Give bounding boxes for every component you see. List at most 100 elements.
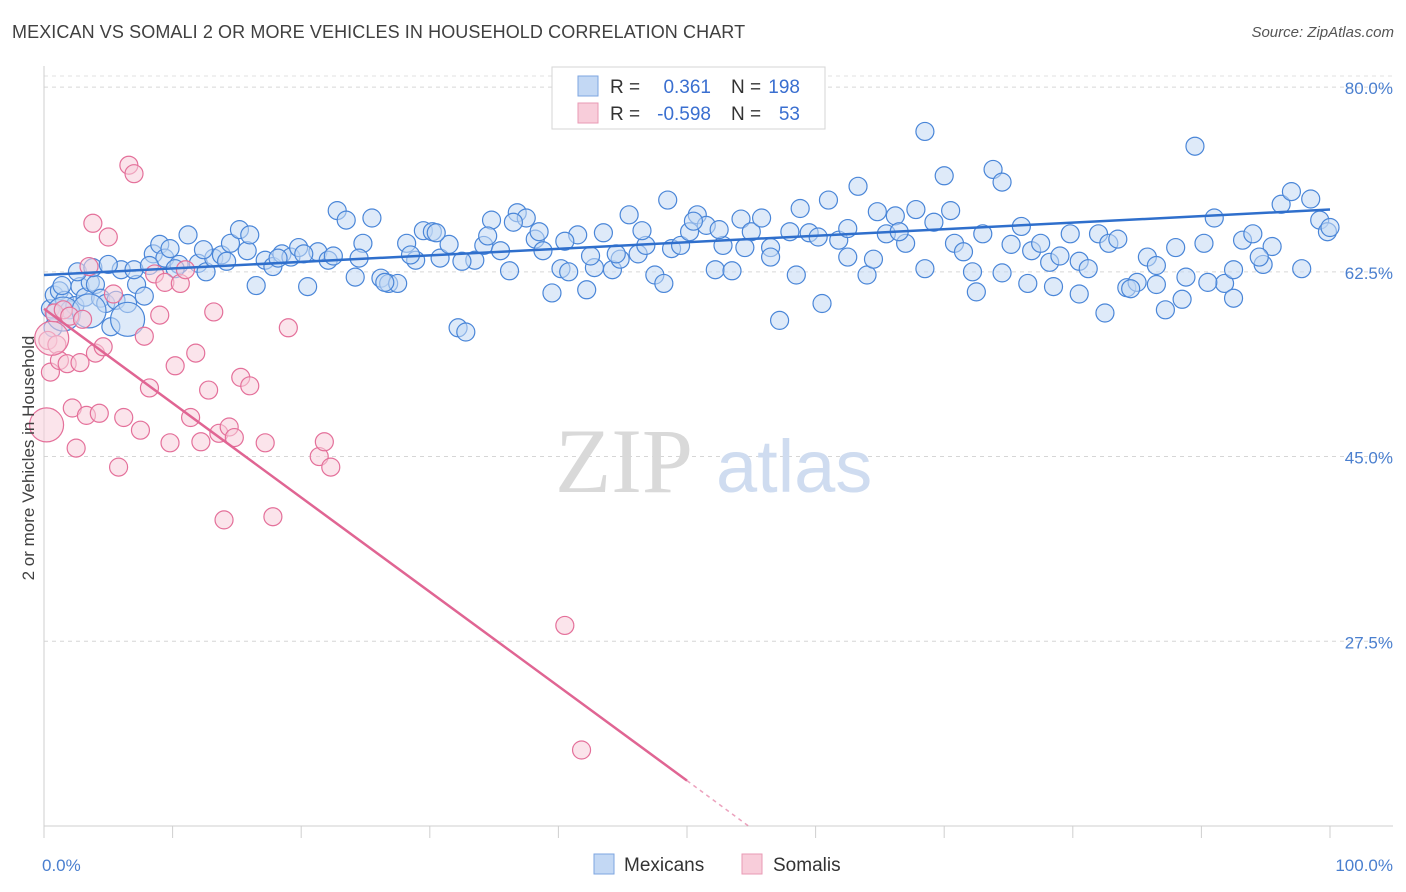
mexican-point — [751, 208, 772, 228]
mexican-point — [1078, 259, 1098, 279]
somali-point — [191, 432, 211, 452]
mexican-point — [760, 247, 781, 267]
mexican-point — [722, 261, 742, 281]
mexican-point — [654, 273, 674, 294]
somali-point — [114, 407, 134, 428]
mexican-point — [98, 254, 118, 275]
mexican-point — [1223, 288, 1244, 308]
x-tick-label: 0.0% — [42, 856, 81, 875]
mexican-point — [658, 190, 678, 210]
mexican-point — [1050, 246, 1070, 266]
legend-n-value: 198 — [768, 77, 800, 98]
mexican-point — [709, 220, 729, 240]
mexican-point — [217, 251, 237, 271]
mexican-point — [1281, 182, 1302, 202]
mexican-point — [426, 223, 446, 243]
mexican-point — [812, 293, 832, 314]
somali-point — [314, 432, 334, 452]
mexican-point — [1095, 303, 1115, 323]
somalis-trend-line — [43, 307, 688, 782]
somali-point — [255, 433, 275, 453]
correlation-legend: R = 0.361 N = 198 R = -0.598 N = 53 — [551, 66, 826, 130]
mexican-point — [1320, 217, 1340, 238]
mexican-point — [924, 212, 944, 232]
grid-lines — [44, 75, 1393, 642]
mexican-point — [323, 246, 343, 266]
bottom-legend-somalis: Somalis — [773, 855, 841, 876]
mexican-point — [848, 176, 868, 196]
bottom-legend-swatch-mexicans — [593, 853, 615, 875]
legend-r-label: R = — [610, 104, 640, 125]
somali-point — [70, 353, 90, 373]
mexican-point — [941, 201, 961, 221]
mexicans-points — [40, 121, 1340, 342]
mexican-point — [580, 246, 601, 266]
mexican-point — [503, 212, 523, 232]
mexican-point — [1172, 289, 1192, 309]
mexican-point — [1176, 267, 1196, 287]
mexican-point — [962, 262, 983, 282]
somali-point — [571, 740, 592, 760]
somali-point — [124, 164, 144, 184]
somali-point — [321, 457, 341, 477]
mexican-point — [885, 206, 905, 226]
somali-point — [263, 507, 283, 527]
mexican-point — [705, 260, 725, 280]
somali-point — [89, 403, 109, 423]
y-axis-label: 2 or more Vehicles in Household — [19, 336, 38, 581]
mexican-point — [499, 261, 520, 281]
legend-swatch-somalis — [577, 102, 599, 124]
mexican-point — [220, 233, 241, 253]
mexican-point — [915, 121, 935, 142]
mexican-point — [529, 222, 549, 242]
mexican-point — [1243, 224, 1263, 244]
mexican-point — [1060, 224, 1080, 244]
mexican-point — [1069, 284, 1089, 304]
mexican-point — [619, 205, 639, 225]
mexican-point — [1204, 208, 1224, 228]
x-tick-label: 100.0% — [1335, 856, 1393, 875]
mexican-point — [577, 280, 597, 300]
somali-point — [240, 376, 260, 396]
mexican-point — [362, 208, 382, 228]
mexican-point — [375, 272, 395, 292]
mexican-point — [1146, 274, 1166, 295]
somali-point — [278, 318, 298, 338]
somali-point — [199, 380, 219, 400]
mexican-point — [555, 231, 575, 251]
mexican-point — [452, 251, 472, 271]
somali-point — [130, 420, 151, 440]
mexican-point — [345, 267, 365, 287]
mexican-point — [670, 235, 691, 256]
mexican-point — [818, 190, 839, 210]
somali-point — [28, 407, 65, 443]
mexican-point — [863, 249, 884, 269]
mexican-point — [1031, 233, 1051, 253]
mexican-point — [632, 221, 652, 241]
mexican-point — [973, 224, 993, 244]
mexican-point — [559, 262, 579, 282]
somali-point — [134, 326, 154, 346]
mexican-point — [1262, 236, 1282, 257]
mexican-point — [294, 244, 314, 264]
mexican-point — [1121, 279, 1141, 299]
somali-point — [150, 305, 170, 325]
somali-point — [160, 433, 180, 453]
somali-point — [175, 260, 196, 280]
mexican-point — [456, 322, 476, 342]
mexican-point — [193, 240, 214, 260]
axes — [43, 66, 1393, 838]
watermark-zip: ZIP — [555, 410, 693, 512]
bottom-legend-swatch-somalis — [741, 853, 763, 875]
mexican-point — [1001, 234, 1021, 254]
legend-swatch-mexicans — [577, 75, 599, 97]
mexican-point — [953, 242, 974, 262]
somali-point — [79, 256, 99, 277]
mexican-point — [1223, 260, 1244, 280]
legend-n-label: N = — [731, 77, 761, 98]
mexican-point — [1155, 300, 1175, 320]
mexican-point — [867, 202, 887, 222]
somali-point — [34, 320, 70, 356]
mexican-point — [731, 209, 751, 229]
mexican-point — [178, 225, 198, 245]
